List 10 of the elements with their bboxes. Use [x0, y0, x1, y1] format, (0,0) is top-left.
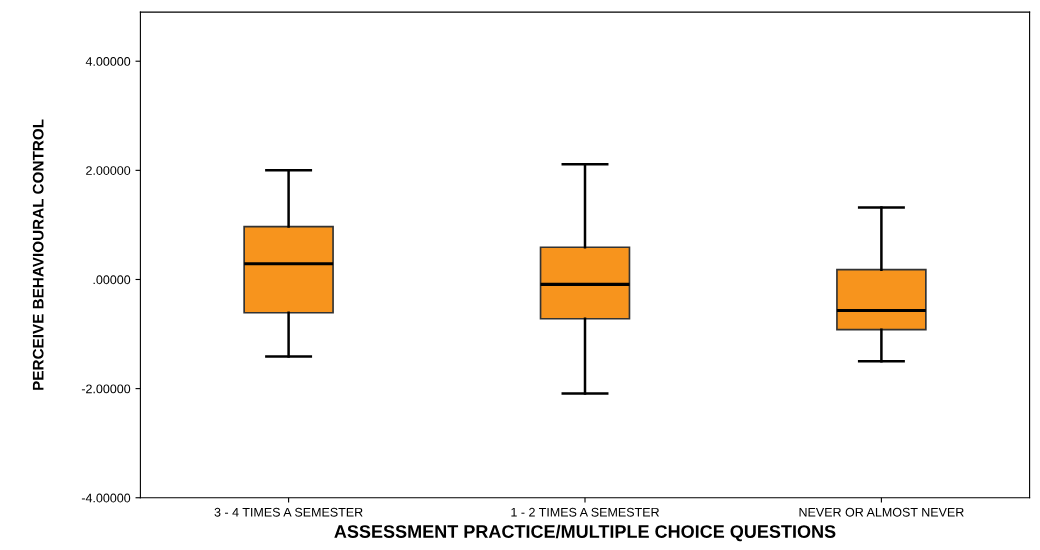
y-tick-label: 4.00000 [85, 57, 131, 66]
x-tick-label: 3 - 4 TIMES A SEMESTER [214, 507, 363, 517]
y-tick-label: .00000 [93, 275, 131, 285]
x-axis-title: ASSESSMENT PRACTICE/MULTIPLE CHOICE QUESTIONS [334, 524, 836, 542]
y-axis-title: PERCEIVE BEHAVIOURAL CONTROL [32, 119, 44, 390]
x-tick-label: NEVER OR ALMOST NEVER [799, 507, 964, 517]
x-tick-label: 1 - 2 TIMES A SEMESTER [511, 507, 659, 517]
y-tick-label: 2.00000 [86, 166, 131, 175]
y-tick-label: -2.00000 [81, 384, 131, 394]
y-tick-label: -4.00000 [81, 493, 131, 503]
